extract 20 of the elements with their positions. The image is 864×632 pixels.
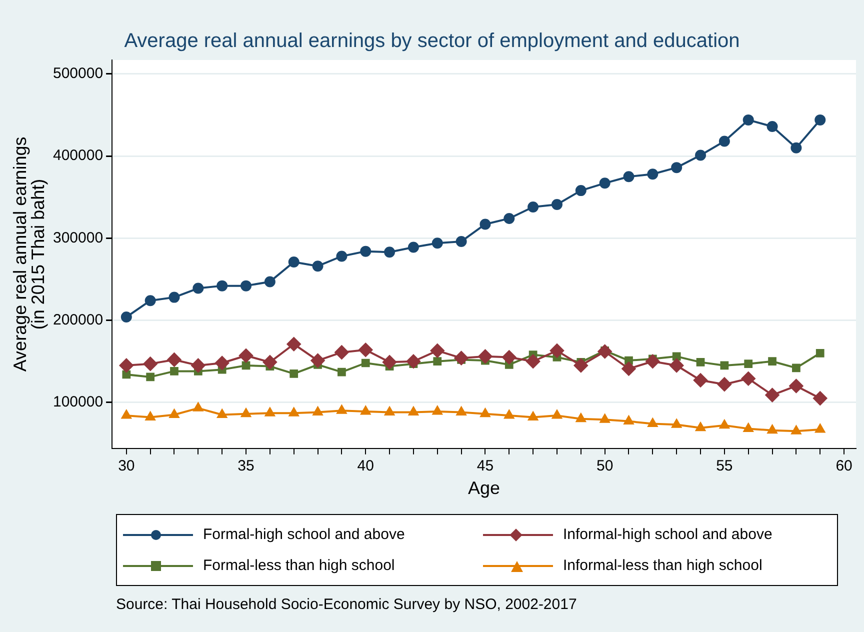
y-tick-label: 200000 xyxy=(52,311,104,328)
chart-title: Average real annual earnings by sector of employment and education xyxy=(123,30,741,53)
y-axis-title: Average real annual earnings (in 2015 Thai baht) xyxy=(10,136,48,372)
y-tick-label: 300000 xyxy=(52,229,104,246)
x-tick-label: 55 xyxy=(716,458,733,475)
x-tick-label: 60 xyxy=(836,458,852,475)
x-tick-label: 30 xyxy=(118,458,135,475)
y-tick-label: 500000 xyxy=(52,65,104,82)
x-axis-title: Age xyxy=(468,478,500,498)
x-tick-label: 35 xyxy=(238,458,254,475)
legend-label: Informal-less than high school xyxy=(563,557,762,574)
legend-label: Formal-high school and above xyxy=(203,526,405,543)
source-note: Source: Thai Household Socio-Economic Survey by NSO, 2002-2017 xyxy=(116,596,577,613)
y-tick-label: 100000 xyxy=(52,394,104,411)
y-tick-label: 400000 xyxy=(52,147,104,164)
x-tick-label: 50 xyxy=(596,458,614,475)
x-tick-label: 40 xyxy=(357,458,374,475)
legend-label: Informal-high school and above xyxy=(563,526,772,543)
x-tick-label: 45 xyxy=(476,458,494,475)
legend-label: Formal-less than high school xyxy=(203,557,395,574)
